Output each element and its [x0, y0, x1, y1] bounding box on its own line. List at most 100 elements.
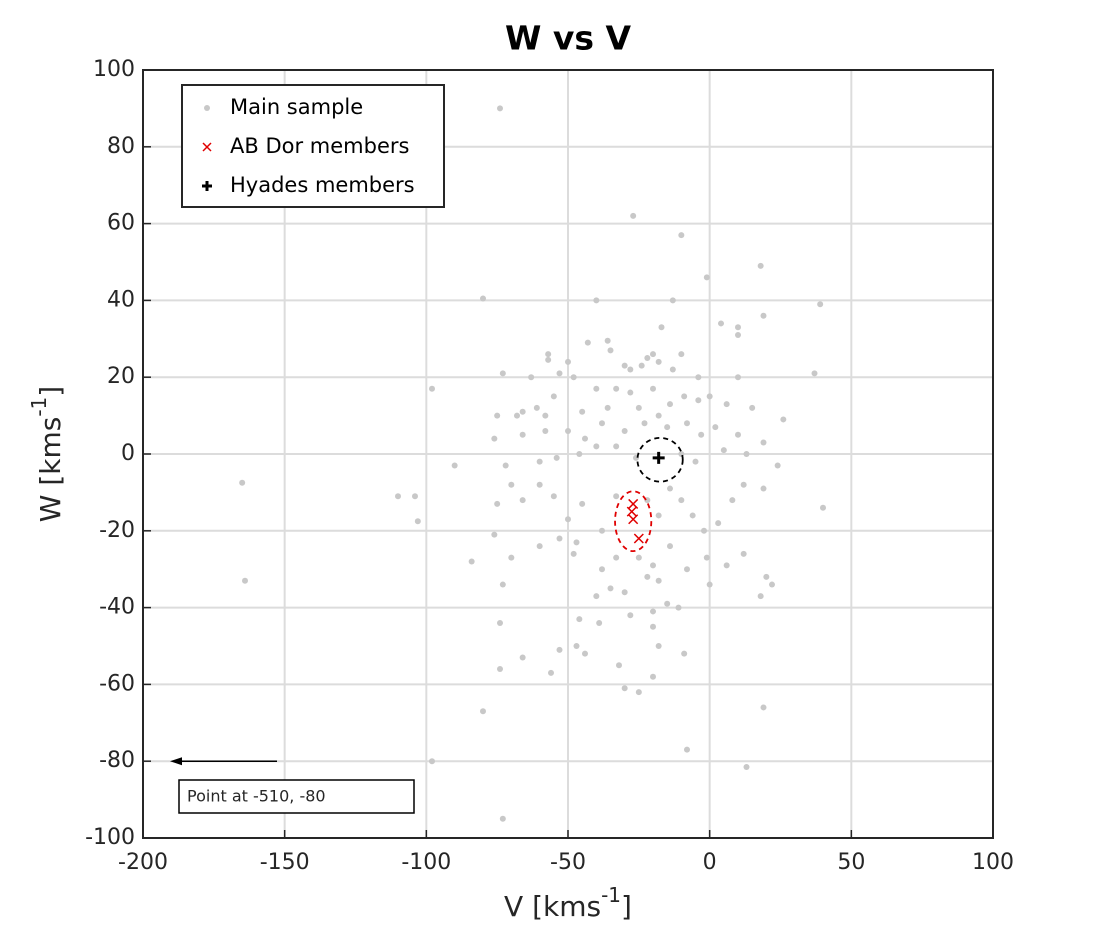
legend-label: Main sample — [230, 95, 363, 119]
point — [720, 447, 727, 454]
point — [743, 451, 750, 457]
annotation-text: Point at -510, -80 — [187, 787, 326, 806]
point — [740, 481, 747, 488]
y-label-end: ] — [34, 386, 67, 397]
point — [641, 420, 648, 427]
point — [545, 356, 552, 363]
point — [678, 351, 685, 358]
point — [519, 431, 526, 438]
point — [599, 527, 605, 534]
point — [630, 212, 637, 219]
y-tick-label: -80 — [99, 748, 135, 773]
annotation-box — [178, 779, 415, 814]
y-label-sup: -1 — [27, 397, 51, 417]
point — [528, 374, 535, 381]
point — [701, 527, 707, 534]
point — [655, 512, 662, 519]
point — [480, 708, 486, 715]
point — [712, 424, 719, 431]
point — [735, 331, 741, 338]
point — [613, 443, 620, 450]
point — [570, 550, 577, 557]
point — [729, 497, 736, 504]
point — [635, 404, 642, 411]
point — [556, 535, 563, 542]
point — [760, 704, 767, 711]
point — [678, 451, 685, 457]
legend: Main sample AB Dor members Hyades members — [181, 84, 445, 208]
point — [593, 297, 600, 304]
ellipse — [636, 436, 684, 483]
point — [735, 374, 741, 381]
point — [735, 324, 741, 331]
point — [550, 393, 557, 400]
point — [811, 370, 818, 377]
point — [582, 435, 588, 442]
point — [627, 612, 634, 619]
point — [757, 262, 764, 269]
point — [760, 439, 767, 446]
point — [664, 600, 671, 607]
point — [593, 443, 600, 450]
x-tick-label: -50 — [550, 850, 586, 875]
point — [628, 514, 639, 525]
point — [650, 608, 656, 615]
point — [497, 105, 503, 112]
point — [780, 416, 787, 423]
point — [599, 420, 605, 427]
point — [763, 573, 770, 580]
y-tick-label: 80 — [107, 134, 135, 159]
point — [491, 435, 498, 442]
point — [593, 593, 600, 600]
x-tick-label: -200 — [118, 850, 168, 875]
legend-marker — [202, 181, 212, 191]
point — [817, 301, 824, 308]
point — [536, 481, 543, 488]
point — [542, 427, 549, 434]
point — [514, 412, 520, 419]
point — [743, 763, 750, 770]
point — [596, 619, 603, 626]
point — [703, 274, 710, 281]
point — [553, 454, 560, 461]
point — [681, 650, 688, 657]
point — [664, 424, 671, 431]
point — [652, 451, 665, 464]
point — [468, 558, 475, 565]
point — [650, 673, 656, 680]
point — [695, 397, 702, 404]
point — [635, 554, 642, 561]
point — [414, 518, 421, 525]
point — [497, 666, 503, 673]
point — [494, 412, 501, 419]
point — [429, 758, 435, 765]
point — [681, 393, 688, 400]
point — [499, 581, 506, 588]
point — [735, 431, 741, 438]
point — [706, 393, 713, 400]
point — [740, 550, 747, 557]
point — [760, 312, 767, 319]
point — [613, 554, 620, 561]
point — [626, 506, 637, 517]
point — [633, 533, 644, 544]
point — [698, 431, 705, 438]
point — [644, 573, 651, 580]
point — [684, 746, 690, 753]
point — [412, 493, 418, 500]
point — [644, 355, 651, 361]
point — [820, 504, 826, 511]
point — [638, 362, 645, 369]
point — [239, 479, 246, 486]
legend-label: Hyades members — [230, 173, 415, 197]
point — [655, 643, 662, 649]
y-tick-label: 0 — [121, 441, 135, 466]
point — [494, 500, 501, 507]
point — [669, 366, 676, 373]
point — [242, 577, 248, 584]
y-axis-label: W [kms-1] — [27, 386, 68, 522]
point — [669, 297, 676, 304]
point — [565, 427, 571, 434]
point — [565, 516, 571, 523]
ellipse — [614, 490, 653, 553]
